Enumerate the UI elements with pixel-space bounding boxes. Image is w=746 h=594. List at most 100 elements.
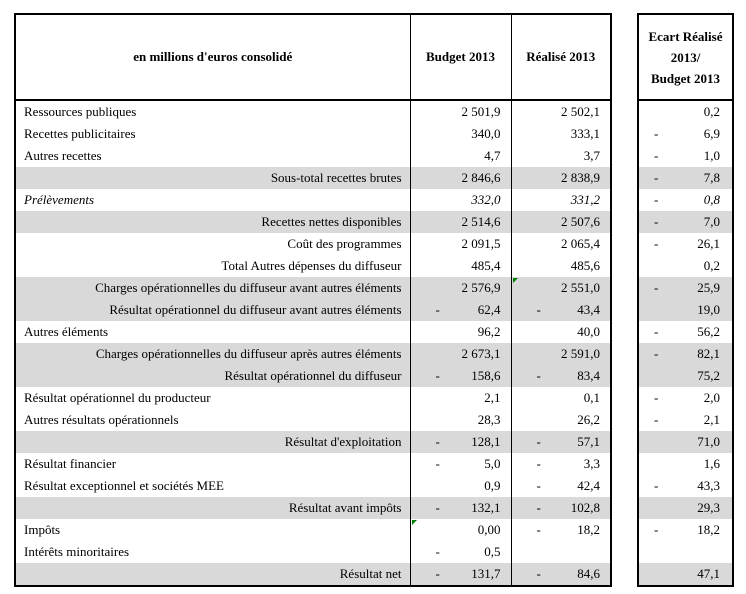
cell-value: 2 591,0 <box>561 346 600 361</box>
ecart-table-row: - 7,0 <box>638 211 733 233</box>
row-label: Autres recettes <box>24 148 102 163</box>
table-row: Résultat d'exploitation - 128,1 - 57,1 <box>15 431 611 453</box>
cell-value: 0,2 <box>703 258 720 273</box>
cell-value: 26,2 <box>577 412 600 427</box>
row-label: Résultat avant impôts <box>15 497 410 519</box>
budget-cell: - 0,5 <box>409 541 511 563</box>
minus-sign: - <box>536 478 541 493</box>
column-header-realise-2013: Réalisé 2013 <box>510 14 611 101</box>
cell-value: 83,4 <box>577 368 600 383</box>
budget-cell: 2 514,6 <box>409 211 511 233</box>
row-label: Résultat opérationnel du diffuseur avant… <box>15 299 410 321</box>
comment-marker-icon <box>512 278 518 283</box>
realise-cell: - 83,4 <box>510 365 611 387</box>
table-row: Autres éléments 96,2 40,0 <box>15 321 611 343</box>
table-row: Résultat exceptionnel et sociétés MEE 0,… <box>15 475 611 497</box>
minus-sign: - <box>536 434 541 449</box>
realise-cell: - 43,4 <box>510 299 611 321</box>
ecart-cell: 47,1 <box>638 563 733 586</box>
ecart-table-row: - 0,8 <box>638 189 733 211</box>
cell-value: 340,0 <box>471 126 501 141</box>
budget-cell: - 5,0 <box>409 453 511 475</box>
cell-value: 5,0 <box>484 456 501 471</box>
ecart-cell: 0,2 <box>638 100 733 123</box>
cell-value: 485,6 <box>570 258 600 273</box>
ecart-table-row: 0,2 <box>638 100 733 123</box>
table-row: Sous-total recettes brutes 2 846,6 2 838… <box>15 167 611 189</box>
budget-cell: - 131,7 <box>409 563 511 586</box>
ecart-cell: - 43,3 <box>638 475 733 497</box>
ecart-cell: - 7,8 <box>638 167 733 189</box>
cell-value: 29,3 <box>697 500 720 515</box>
realise-cell: - 84,6 <box>510 563 611 586</box>
ecart-header-line-3: Budget 2013 <box>651 70 720 86</box>
cell-value: 0,00 <box>477 522 501 537</box>
ecart-table-row: 29,3 <box>638 497 733 519</box>
minus-sign: - <box>435 544 440 559</box>
cell-value: 57,1 <box>577 434 600 449</box>
ecart-cell: 29,3 <box>638 497 733 519</box>
table-row: Intérêts minoritaires - 0,5 <box>15 541 611 563</box>
ecart-cell: 0,2 <box>638 255 733 277</box>
row-label: Résultat exceptionnel et sociétés MEE <box>24 478 224 493</box>
cell-value: 3,3 <box>583 456 600 471</box>
main-table: en millions d'euros consolidé Budget 201… <box>14 13 612 587</box>
budget-cell: 28,3 <box>409 409 511 431</box>
table-row: Recettes publicitaires 340,0 333,1 <box>15 123 611 145</box>
cell-value: 2 091,5 <box>461 236 501 251</box>
minus-sign: - <box>654 412 659 427</box>
row-label: Résultat opérationnel du producteur <box>24 390 211 405</box>
ecart-table-row: - 25,9 <box>638 277 733 299</box>
realise-cell: - 57,1 <box>510 431 611 453</box>
cell-value: 19,0 <box>697 302 720 317</box>
row-label: Résultat opérationnel du diffuseur <box>15 365 410 387</box>
cell-value: 0,8 <box>703 192 720 207</box>
budget-cell: 2 673,1 <box>409 343 511 365</box>
column-header-budget-2013: Budget 2013 <box>409 14 511 101</box>
cell-value: 82,1 <box>697 346 720 361</box>
cell-value: 2 673,1 <box>461 346 501 361</box>
minus-sign: - <box>654 280 659 295</box>
cell-value: 2 507,6 <box>561 214 600 229</box>
column-header-unit-label: en millions d'euros consolidé <box>15 14 410 101</box>
minus-sign: - <box>435 456 440 471</box>
budget-cell: 332,0 <box>409 189 511 211</box>
cell-value: 75,2 <box>697 368 720 383</box>
minus-sign: - <box>435 368 440 383</box>
minus-sign: - <box>536 368 541 383</box>
cell-value: 0,1 <box>583 390 600 405</box>
table-row: Ressources publiques 2 501,9 2 502,1 <box>15 100 611 123</box>
budget-cell: 485,4 <box>409 255 511 277</box>
minus-sign: - <box>435 434 440 449</box>
ecart-header-line-2: 2013/ <box>670 49 701 65</box>
realise-cell: 2 551,0 <box>510 277 611 299</box>
cell-value: 7,8 <box>703 170 720 185</box>
ecart-table-row: - 82,1 <box>638 343 733 365</box>
ecart-cell: - 18,2 <box>638 519 733 541</box>
budget-cell: 96,2 <box>409 321 511 343</box>
row-label: Recettes publicitaires <box>24 126 136 141</box>
ecart-table-row: - 56,2 <box>638 321 733 343</box>
ecart-table-row: - 18,2 <box>638 519 733 541</box>
cell-value: 2,0 <box>703 390 720 405</box>
table-row: Charges opérationnelles du diffuseur apr… <box>15 343 611 365</box>
realise-cell: 333,1 <box>510 123 611 145</box>
realise-cell: 26,2 <box>510 409 611 431</box>
minus-sign: - <box>654 346 659 361</box>
realise-cell: 40,0 <box>510 321 611 343</box>
minus-sign: - <box>435 500 440 515</box>
realise-cell: 485,6 <box>510 255 611 277</box>
cell-value: 43,3 <box>697 478 720 493</box>
ecart-table-row: - 43,3 <box>638 475 733 497</box>
budget-cell: 2 091,5 <box>409 233 511 255</box>
ecart-cell: - 2,1 <box>638 409 733 431</box>
ecart-cell: - 26,1 <box>638 233 733 255</box>
ecart-table-header-row: Ecart Réalisé 2013/ Budget 2013 <box>638 14 733 101</box>
cell-value: 0,5 <box>484 544 501 559</box>
ecart-table-row: - 2,0 <box>638 387 733 409</box>
cell-value: 158,6 <box>471 368 501 383</box>
ecart-cell: - 1,0 <box>638 145 733 167</box>
cell-value: 25,9 <box>697 280 720 295</box>
budget-cell: 2,1 <box>409 387 511 409</box>
